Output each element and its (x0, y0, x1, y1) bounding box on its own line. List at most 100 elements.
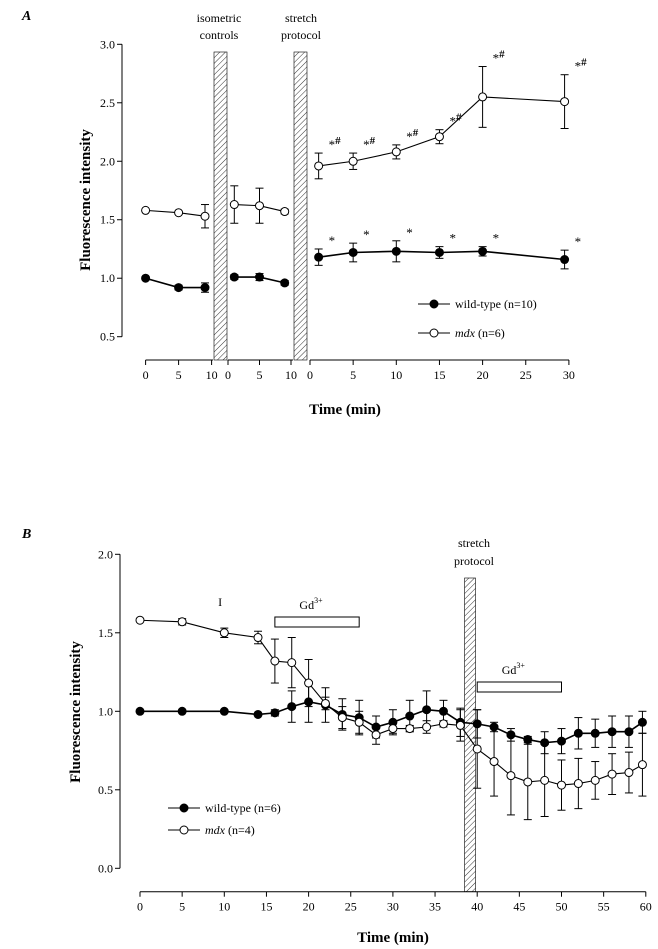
y-tick-label: 0.0 (98, 861, 113, 875)
legend-label: wild-type (n=10) (455, 297, 537, 311)
data-point-open (280, 207, 290, 217)
significance-mark: *# (329, 135, 342, 152)
gd-label: Gd3+ (299, 596, 323, 612)
data-point-open (320, 698, 330, 708)
x-tick-label: 0 (137, 900, 143, 914)
significance-star: * (363, 137, 370, 152)
panel-label-b: B (21, 527, 31, 542)
gd-label-superscript: 3+ (516, 661, 525, 670)
data-point-open (434, 132, 444, 142)
x-tick-label: 20 (477, 368, 489, 382)
data-point-open (478, 92, 488, 102)
y-tick-label: 2.5 (100, 96, 115, 110)
significance-hash: # (413, 127, 419, 139)
data-point-open (429, 328, 439, 338)
data-point-filled (624, 727, 634, 737)
legend-label: mdx (n=6) (455, 326, 505, 340)
x-tick-label: 5 (176, 368, 182, 382)
data-point-open (590, 775, 600, 785)
chart-a: A Fluorescence intensity Time (min) 0.5 1… (21, 9, 587, 418)
region-label: isometric (197, 11, 242, 25)
significance-mark: * (406, 225, 413, 240)
data-point-open (354, 717, 364, 727)
significance-mark: * (575, 234, 582, 249)
x-tick-label: 45 (513, 900, 525, 914)
x-tick-label: 10 (206, 368, 218, 382)
data-point-open (135, 615, 145, 625)
data-point-open (177, 617, 187, 627)
data-point-filled (560, 255, 570, 265)
data-point-open (174, 208, 184, 218)
data-point-filled (607, 727, 617, 737)
data-point-filled (523, 735, 533, 745)
data-point-filled (438, 706, 448, 716)
significance-mark: * (363, 227, 370, 242)
data-point-filled (573, 728, 583, 738)
significance-star: * (406, 225, 413, 240)
x-tick-label: 0 (225, 368, 231, 382)
data-point-filled (270, 708, 280, 718)
data-point-filled (253, 709, 263, 719)
data-point-filled (557, 736, 566, 746)
data-point-open (624, 768, 634, 778)
data-point-open (337, 713, 347, 723)
data-point-filled (478, 246, 488, 256)
x-tick-label: 10 (285, 368, 297, 382)
data-point-open (219, 628, 229, 638)
region-label: protocol (454, 554, 495, 568)
significance-star: * (449, 231, 456, 246)
data-point-filled (429, 299, 439, 309)
data-point-filled (174, 283, 184, 293)
data-point-filled (229, 272, 239, 282)
significance-star: * (493, 231, 500, 246)
data-point-filled (422, 705, 432, 715)
series-line (318, 96, 565, 167)
gd-label-base: Gd (502, 663, 517, 677)
data-point-open (540, 775, 550, 785)
data-point-open (472, 744, 482, 754)
data-point-filled (405, 711, 415, 721)
series-line (318, 250, 565, 261)
y-tick-label: 2.0 (98, 547, 113, 561)
data-point-open (253, 633, 263, 643)
data-point-filled (135, 706, 145, 716)
x-tick-label: 25 (345, 900, 357, 914)
x-axis-title-b: Time (min) (357, 930, 429, 946)
y-tick-label: 3.0 (100, 37, 115, 51)
data-point-filled (434, 247, 444, 257)
data-point-open (371, 730, 381, 740)
data-point-open (314, 161, 324, 171)
data-point-open (489, 757, 499, 767)
significance-mark: * (449, 231, 456, 246)
y-axis-title-a: Fluorescence intensity (78, 129, 94, 271)
gd-label-base: Gd (299, 598, 314, 612)
x-tick-label: 0 (143, 368, 149, 382)
significance-hash: # (581, 57, 587, 69)
significance-mark: *# (449, 112, 462, 129)
data-point-filled (280, 278, 290, 288)
significance-mark: *# (363, 135, 376, 152)
data-point-open (179, 825, 189, 835)
y-tick-label: 1.5 (98, 626, 113, 640)
legend-label-text: (n=4) (228, 823, 255, 837)
significance-star: * (363, 227, 370, 242)
x-tick-label: 5 (257, 368, 263, 382)
y-tick-label: 0.5 (98, 783, 113, 797)
x-tick-label: 5 (350, 368, 356, 382)
data-point-filled (391, 246, 401, 256)
legend-label-italic: mdx (205, 823, 228, 837)
x-tick-label: 25 (520, 368, 532, 382)
y-tick-label: 2.0 (100, 154, 115, 168)
data-point-filled (177, 706, 187, 716)
data-point-open (523, 777, 533, 787)
significance-mark: * (493, 231, 500, 246)
legend-label: wild-type (n=6) (205, 801, 281, 815)
annotation-mark: I (218, 595, 222, 609)
hatched-region (213, 51, 228, 361)
significance-star: * (329, 137, 336, 152)
x-axis-title-a: Time (min) (309, 402, 381, 418)
x-tick-label: 55 (598, 900, 610, 914)
data-point-open (391, 147, 401, 157)
chart-b: B Fluorescence intensity Time (min) 0.0 0… (21, 527, 652, 946)
